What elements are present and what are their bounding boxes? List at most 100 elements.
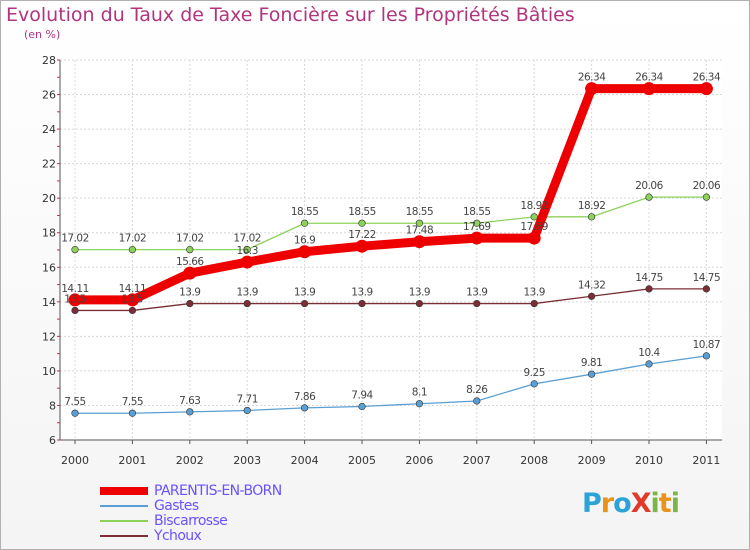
data-point	[298, 245, 312, 259]
data-label: 14.11	[119, 283, 147, 295]
data-point	[642, 82, 656, 96]
data-labels: 14.11 14.11 15.66 16.3 16.9 17.22 17.48 17.69 17…	[61, 72, 721, 409]
data-label: 20.06	[693, 180, 721, 192]
data-label: 18.55	[463, 206, 491, 218]
data-point	[243, 406, 251, 415]
series-line	[74, 196, 708, 251]
data-point	[530, 213, 538, 221]
series-line	[74, 355, 708, 414]
data-label: 13.9	[409, 287, 430, 299]
series-parentis-en-born	[68, 82, 713, 307]
axes: 6 8 10 12 14 16 18 20 22 24 26 28 2000 2001 2002 2003 20…	[42, 54, 722, 467]
data-label: 13.9	[351, 287, 372, 299]
data-label: 7.63	[179, 395, 200, 407]
data-point	[415, 400, 424, 408]
data-point	[240, 255, 254, 269]
data-point	[301, 299, 309, 308]
y-tick-label: 6	[49, 434, 56, 447]
data-point	[128, 246, 136, 254]
data-label: 18.55	[406, 206, 434, 218]
data-label: 18.92	[520, 200, 548, 212]
series-ychoux	[71, 285, 711, 315]
data-label: 16.9	[294, 235, 315, 247]
legend-swatch	[100, 520, 148, 522]
data-label: 15.66	[176, 256, 204, 268]
data-point	[527, 231, 541, 245]
data-label: 18.55	[291, 206, 319, 218]
data-point	[186, 299, 194, 308]
data-point	[358, 299, 366, 308]
data-point	[530, 380, 538, 388]
data-label: 7.86	[294, 391, 316, 403]
line-chart: 6 8 10 12 14 16 18 20 22 24 26 28 2000 2001 2002 2003 20…	[42, 54, 722, 467]
data-point	[645, 193, 653, 201]
data-label: 8.26	[466, 384, 488, 396]
logo-letter: i	[650, 488, 660, 519]
data-label: 9.81	[581, 357, 602, 369]
logo-letter: o	[613, 488, 632, 519]
data-label: 18.55	[348, 206, 376, 218]
data-label: 8.1	[412, 387, 427, 399]
proxiti-logo: ProXiti	[582, 488, 680, 519]
legend-swatch	[100, 535, 148, 537]
data-point	[473, 219, 481, 227]
data-label: 7.71	[237, 393, 258, 405]
data-label: 17.22	[348, 229, 376, 241]
y-tick-label: 16	[42, 261, 56, 274]
data-label: 14.32	[578, 279, 606, 291]
y-tick-label: 22	[42, 158, 56, 171]
data-label: 17.02	[233, 233, 261, 245]
logo-letter: i	[670, 488, 680, 519]
x-tick-label: 2011	[692, 454, 720, 467]
y-tick-label: 12	[42, 330, 56, 343]
x-tick-label: 2009	[578, 454, 606, 467]
data-point	[243, 246, 251, 254]
data-point	[702, 285, 711, 293]
x-tick-label: 2000	[61, 454, 89, 467]
legend-label: Gastes	[154, 498, 199, 514]
grid	[60, 59, 722, 441]
x-tick-label: 2004	[291, 454, 319, 467]
data-point	[645, 285, 653, 293]
data-label: 13.5	[64, 293, 85, 305]
chart-title: Evolution du Taux de Taxe Foncière sur l…	[6, 4, 575, 26]
data-point	[412, 235, 426, 249]
x-tick-label: 2003	[233, 454, 261, 467]
data-label: 17.02	[119, 233, 147, 245]
y-tick-label: 24	[42, 123, 56, 136]
data-point	[186, 246, 194, 254]
logo-letter: P	[582, 488, 602, 519]
data-point	[587, 292, 596, 300]
data-label: 18.92	[578, 200, 606, 212]
data-label: 13.9	[524, 287, 545, 299]
data-point	[587, 213, 596, 221]
data-point	[358, 219, 366, 227]
data-label: 9.25	[524, 367, 545, 379]
data-point	[415, 219, 424, 227]
data-point	[699, 82, 713, 96]
series-line	[74, 288, 708, 312]
data-point	[587, 370, 596, 378]
data-label: 26.34	[578, 72, 606, 84]
data-label: 17.69	[520, 221, 548, 233]
data-point	[645, 360, 653, 368]
data-point	[415, 299, 424, 308]
data-label: 14.75	[693, 272, 721, 284]
data-label: 13.9	[466, 287, 487, 299]
data-point	[470, 231, 484, 245]
data-label: 13.9	[179, 287, 200, 299]
data-point	[530, 299, 538, 308]
series-line	[70, 84, 711, 305]
legend-label: Ychoux	[154, 528, 202, 544]
data-label: 17.69	[463, 221, 491, 233]
data-point	[183, 266, 197, 280]
legend-swatch	[100, 487, 148, 495]
series	[68, 82, 713, 417]
data-point	[473, 397, 481, 405]
data-point	[585, 82, 599, 96]
data-label: 17.02	[61, 233, 89, 245]
x-tick-label: 2010	[635, 454, 663, 467]
logo-letter: t	[658, 488, 672, 519]
data-label: 7.55	[64, 396, 85, 408]
data-point	[702, 193, 711, 201]
